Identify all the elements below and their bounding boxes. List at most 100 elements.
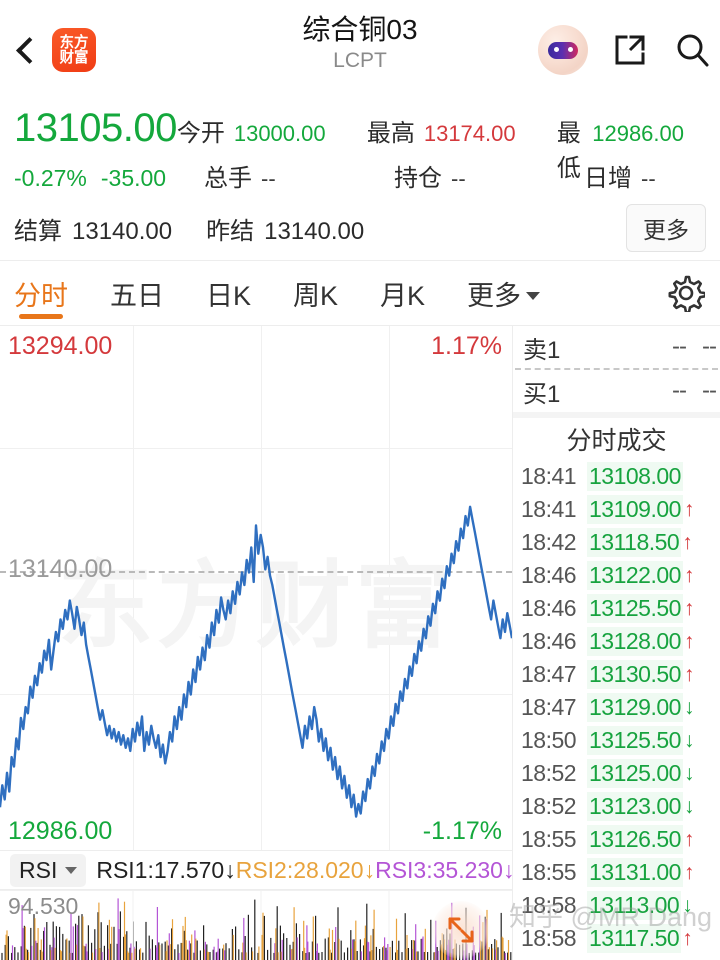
- grid-line-v: [133, 326, 134, 850]
- dayincrease-field: 日增 --: [584, 158, 656, 193]
- trade-time: 18:55: [521, 859, 577, 885]
- tab-weekk[interactable]: 周K: [293, 280, 339, 311]
- trade-row: 18:55 13131.00 ↑: [513, 856, 720, 889]
- trade-row: 18:42 13118.50 ↑: [513, 526, 720, 559]
- trade-price: 13130.50: [587, 660, 683, 689]
- trade-price: 13123.00: [587, 792, 683, 821]
- trade-time: 18:58: [521, 892, 577, 918]
- chevron-down-icon: [526, 292, 541, 300]
- high-value: 13174.00: [423, 121, 516, 146]
- trade-up-arrow-icon: ↑: [683, 828, 695, 851]
- prev-settlement-field: 昨结 13140.00: [206, 211, 364, 246]
- main-content: 东方财富 13294.00 1.17% 13140.00 12986.00 -1…: [0, 326, 720, 960]
- ai-assistant-icon[interactable]: [538, 25, 588, 75]
- quote-row-primary: 13105.00 今开 13000.00 最高 13174.00 最低 1298…: [14, 106, 706, 182]
- share-external-link-icon[interactable]: [610, 30, 650, 70]
- trades-list[interactable]: 18:41 13108.00 18:41 13109.00 ↑ 18:42 13118.50…: [513, 460, 720, 960]
- tab-wuri[interactable]: 五日: [110, 280, 164, 311]
- high-field: 最高 13174.00: [367, 113, 535, 148]
- trade-down-arrow-icon: ↓: [683, 795, 695, 818]
- change-group: -0.27% -35.00: [14, 165, 204, 192]
- tab-more-label: 更多: [467, 280, 522, 311]
- eastmoney-logo[interactable]: 东方 财富: [52, 28, 96, 72]
- trade-price: 13131.00: [587, 858, 683, 887]
- tab-monthk[interactable]: 月K: [380, 280, 426, 311]
- trade-down-arrow-icon: ↓: [683, 762, 695, 785]
- volume-field: 总手 --: [204, 158, 372, 193]
- header-actions: [538, 25, 720, 75]
- trades-header: 分时成交: [566, 427, 667, 455]
- orderbook-row-buy1[interactable]: 买1 -- --: [513, 370, 720, 412]
- trade-row: 18:46 13125.50 ↑: [513, 592, 720, 625]
- rsi-subchart[interactable]: 94.530: [0, 890, 512, 960]
- gear-icon[interactable]: [666, 273, 706, 313]
- rsi-subchart-svg: [1, 891, 512, 960]
- trade-row: 18:41 13109.00 ↑: [513, 493, 720, 526]
- trade-row: 18:58 13113.00 ↓: [513, 889, 720, 922]
- panel-separator: [513, 412, 720, 418]
- orderbook-label: 买1: [523, 380, 561, 408]
- trade-price: 13128.00: [587, 627, 683, 656]
- prev-settlement-value: 13140.00: [264, 217, 365, 245]
- trade-time: 18:46: [521, 628, 577, 654]
- grid-line-h: [0, 694, 512, 695]
- trade-row: 18:47 13129.00 ↓: [513, 691, 720, 724]
- trade-time: 18:42: [521, 529, 577, 555]
- low-value: 12986.00: [592, 121, 684, 146]
- trade-row: 18:55 13126.50 ↑: [513, 823, 720, 856]
- trade-time: 18:55: [521, 826, 577, 852]
- trade-down-arrow-icon: ↓: [683, 729, 695, 752]
- tab-more[interactable]: 更多: [467, 260, 541, 326]
- expand-arrows-icon[interactable]: [432, 901, 490, 959]
- orderbook-label: 卖1: [523, 336, 561, 364]
- grid-line-v: [389, 326, 390, 850]
- chevron-left-icon: [15, 36, 43, 64]
- trade-up-arrow-icon: ↑: [683, 630, 695, 653]
- orderbook-value: --: [672, 333, 687, 360]
- indicator-selector-label: RSI: [19, 856, 58, 883]
- trade-time: 18:41: [521, 496, 577, 522]
- indicator-selector[interactable]: RSI: [10, 853, 87, 887]
- rsi1-value: RSI1:17.570↓: [96, 856, 236, 883]
- last-price: 13105.00: [14, 106, 177, 150]
- price-line-svg: [0, 505, 512, 818]
- trade-row: 18:50 13125.50 ↓: [513, 724, 720, 757]
- trade-up-arrow-icon: ↑: [683, 663, 695, 686]
- low-label: 最低: [556, 120, 581, 182]
- change-percent: -0.27%: [14, 165, 87, 191]
- orderbook-value-2: --: [702, 333, 716, 360]
- open-label: 今开: [176, 120, 225, 147]
- orderbook-row-sell1[interactable]: 卖1 -- --: [513, 326, 720, 368]
- low-field: 最低 12986.00: [557, 113, 684, 183]
- trade-up-arrow-icon: ↑: [683, 564, 695, 587]
- open-field: 今开 13000.00: [177, 113, 345, 148]
- trade-price: 13126.50: [587, 825, 683, 854]
- trade-price: 13129.00: [587, 693, 683, 722]
- more-quote-button[interactable]: 更多: [626, 204, 706, 252]
- price-chart[interactable]: 东方财富 13294.00 1.17% 13140.00 12986.00 -1…: [0, 326, 512, 850]
- open-value: 13000.00: [233, 121, 326, 146]
- trade-price: 13113.00: [587, 891, 682, 920]
- trade-up-arrow-icon: ↑: [682, 531, 693, 554]
- tab-dayk[interactable]: 日K: [206, 280, 252, 311]
- openinterest-field: 持仓 --: [394, 158, 562, 193]
- search-icon[interactable]: [672, 30, 712, 70]
- settlement-label: 结算: [14, 217, 62, 245]
- settlement-value: 13140.00: [72, 217, 173, 245]
- trade-up-arrow-icon: ↑: [683, 498, 695, 521]
- trade-up-arrow-icon: ↑: [683, 861, 695, 884]
- trade-time: 18:50: [521, 727, 577, 753]
- trade-price: 13109.00: [587, 495, 683, 524]
- quote-row-tertiary: 结算 13140.00 昨结 13140.00 更多: [14, 204, 706, 252]
- change-absolute: -35.00: [100, 165, 167, 191]
- quote-panel: 13105.00 今开 13000.00 最高 13174.00 最低 1298…: [0, 100, 720, 260]
- trade-up-arrow-icon: ↑: [682, 927, 693, 950]
- rsi-toolbar: RSI RSI1:17.570↓ RSI2:28.020↓ RSI3:35.23…: [0, 850, 514, 890]
- tab-fenshi[interactable]: 分时: [14, 260, 68, 326]
- back-button[interactable]: [0, 0, 52, 100]
- prev-settlement-label: 昨结: [206, 217, 255, 245]
- chart-top-price: 13294.00: [8, 332, 113, 360]
- trade-price: 13108.00: [587, 462, 683, 491]
- rsi2-value: RSI2:28.020↓: [235, 856, 376, 883]
